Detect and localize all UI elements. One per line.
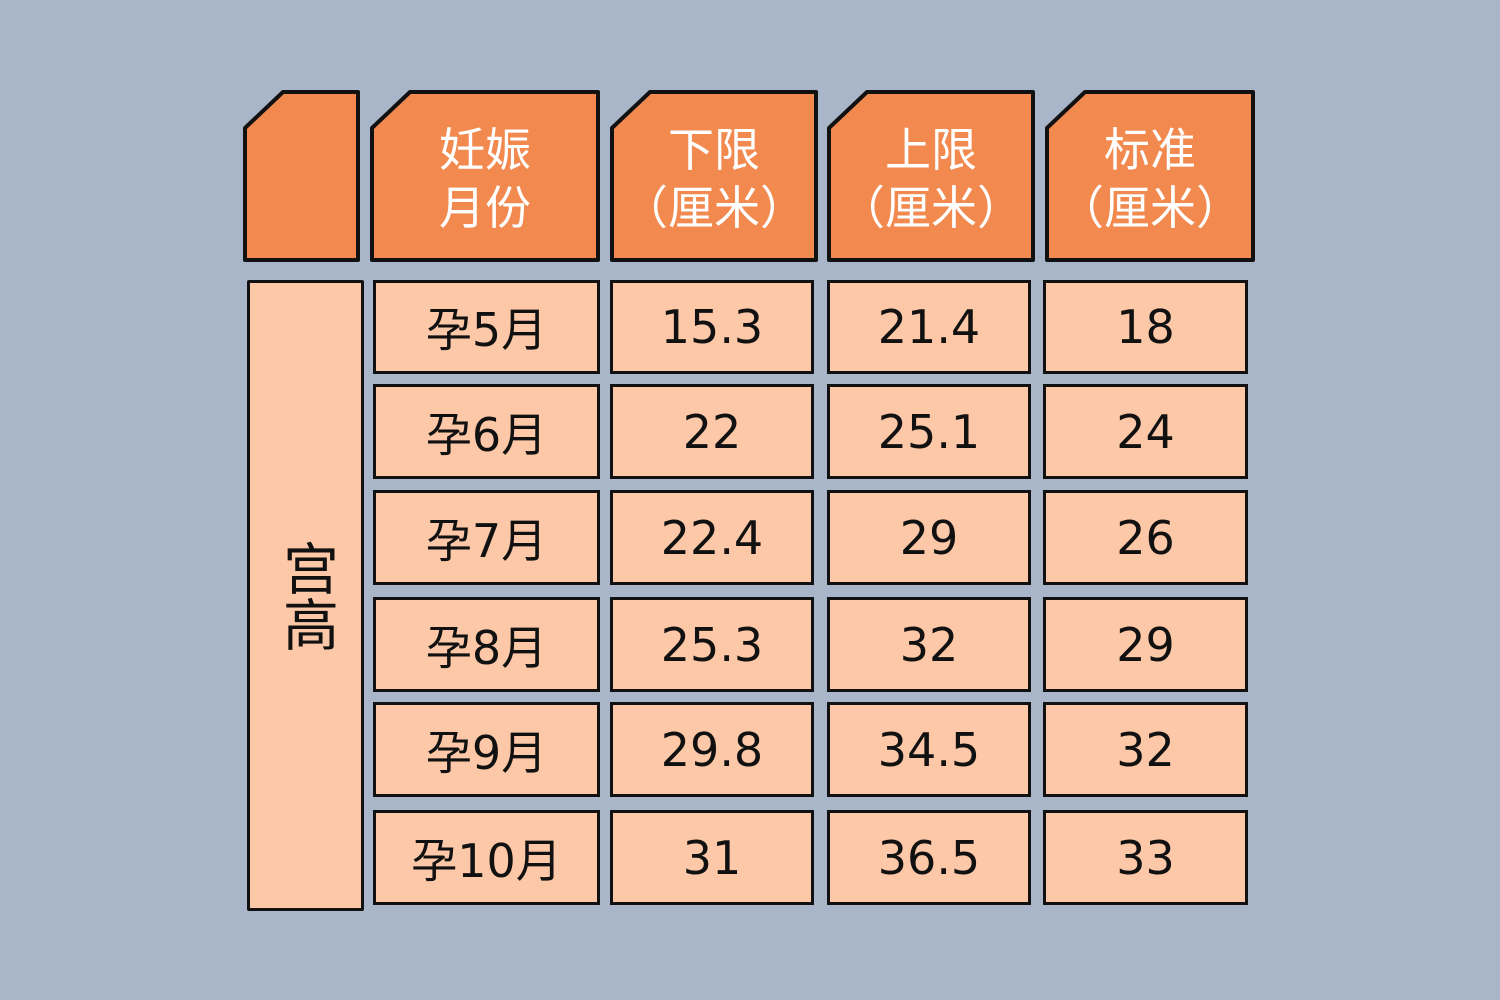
row-group-label-cell: 宫高 (247, 280, 364, 911)
table-cell: 18 (1043, 280, 1248, 374)
table-cell: 22 (610, 384, 814, 479)
column-header: 上限 （厘米） (827, 90, 1035, 262)
row-label-cell: 孕7月 (373, 490, 600, 585)
column-header (243, 90, 360, 262)
row-label-cell: 孕8月 (373, 597, 600, 692)
table-cell: 33 (1043, 810, 1248, 905)
table-cell: 32 (1043, 702, 1248, 797)
row-group-label: 宫高 (273, 539, 339, 652)
header-shape (243, 90, 360, 262)
header-shape (370, 90, 600, 262)
header-shape (1045, 90, 1255, 262)
table-cell: 32 (827, 597, 1031, 692)
table-cell: 31 (610, 810, 814, 905)
row-label-cell: 孕5月 (373, 280, 600, 374)
column-header-label: 上限 （厘米） (839, 123, 1023, 235)
table-cell: 22.4 (610, 490, 814, 585)
header-shape (610, 90, 818, 262)
column-header-label: 妊娠 月份 (439, 123, 531, 235)
table-cell: 29.8 (610, 702, 814, 797)
table-cell: 36.5 (827, 810, 1031, 905)
table-cell: 26 (1043, 490, 1248, 585)
table-cell: 29 (827, 490, 1031, 585)
table-cell: 25.3 (610, 597, 814, 692)
column-header-label: 标准 （厘米） (1058, 123, 1242, 235)
table-cell: 24 (1043, 384, 1248, 479)
column-header-label (243, 90, 360, 262)
table-cell: 21.4 (827, 280, 1031, 374)
table-cell: 25.1 (827, 384, 1031, 479)
column-header: 下限 （厘米） (610, 90, 818, 262)
column-header-label: 下限 （厘米） (622, 123, 806, 235)
table-cell: 29 (1043, 597, 1248, 692)
column-header: 妊娠 月份 (370, 90, 600, 262)
header-shape (827, 90, 1035, 262)
row-label-cell: 孕9月 (373, 702, 600, 797)
row-label-cell: 孕6月 (373, 384, 600, 479)
table-cell: 34.5 (827, 702, 1031, 797)
row-label-cell: 孕10月 (373, 810, 600, 905)
table-cell: 15.3 (610, 280, 814, 374)
column-header: 标准 （厘米） (1045, 90, 1255, 262)
